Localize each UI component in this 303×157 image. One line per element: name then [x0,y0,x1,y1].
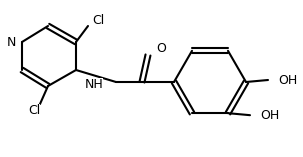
Text: N: N [7,35,16,49]
Text: OH: OH [260,109,279,122]
Text: Cl: Cl [28,103,40,116]
Text: O: O [156,43,166,56]
Text: NH: NH [85,78,103,90]
Text: Cl: Cl [92,14,104,27]
Text: OH: OH [278,73,297,87]
